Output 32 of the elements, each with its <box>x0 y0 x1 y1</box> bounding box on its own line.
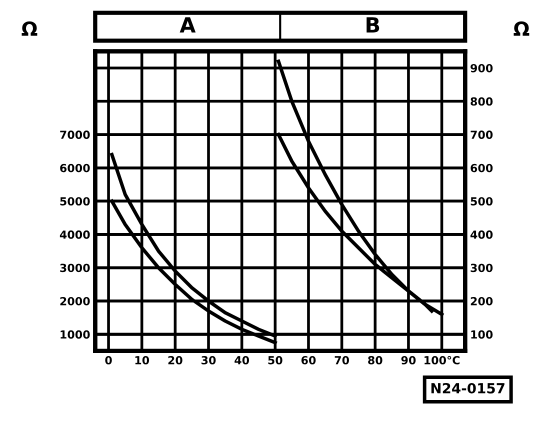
x-tick-label: 20 <box>168 356 182 364</box>
text: A <box>180 17 196 32</box>
x-tick-label: 70 <box>334 356 350 364</box>
y2-tick-label: 800 <box>470 97 493 106</box>
y2-tick-label: 100 <box>471 330 493 339</box>
x-tick-label: 60 <box>301 356 316 364</box>
y-tick-label: 3000 <box>60 264 90 272</box>
y-tick-label: 6000 <box>60 164 90 172</box>
y-tick-label: 2000 <box>60 297 90 306</box>
x-tick-label: 0 <box>105 356 112 364</box>
y2-tick-label: 600 <box>470 164 493 172</box>
y2-tick-label: 900 <box>470 64 493 72</box>
text: B <box>366 17 380 32</box>
y-tick-label: 7000 <box>60 130 90 139</box>
y2-tick-label: 700 <box>470 130 493 139</box>
y2-tick-label: 300 <box>470 264 493 272</box>
text: N24-0157 <box>431 383 504 394</box>
y-tick-label: 5000 <box>60 197 90 206</box>
x-tick-label: 100°C <box>424 356 460 364</box>
y2-tick-label: 400 <box>470 230 493 239</box>
x-tick-label: 30 <box>202 356 216 364</box>
x-tick-label: 50 <box>268 356 282 364</box>
y-tick-label: 4000 <box>60 230 90 239</box>
x-tick-label: 10 <box>135 356 150 364</box>
y-axis-title: Ω <box>22 21 38 36</box>
y2-axis-title: Ω <box>514 21 530 36</box>
x-tick-label: 80 <box>368 356 382 364</box>
y2-tick-label: 500 <box>470 197 493 206</box>
y-tick-label: 1000 <box>60 330 90 339</box>
x-tick-label: 40 <box>234 356 250 364</box>
y2-tick-label: 200 <box>470 297 493 306</box>
x-tick-label: 90 <box>401 356 416 364</box>
